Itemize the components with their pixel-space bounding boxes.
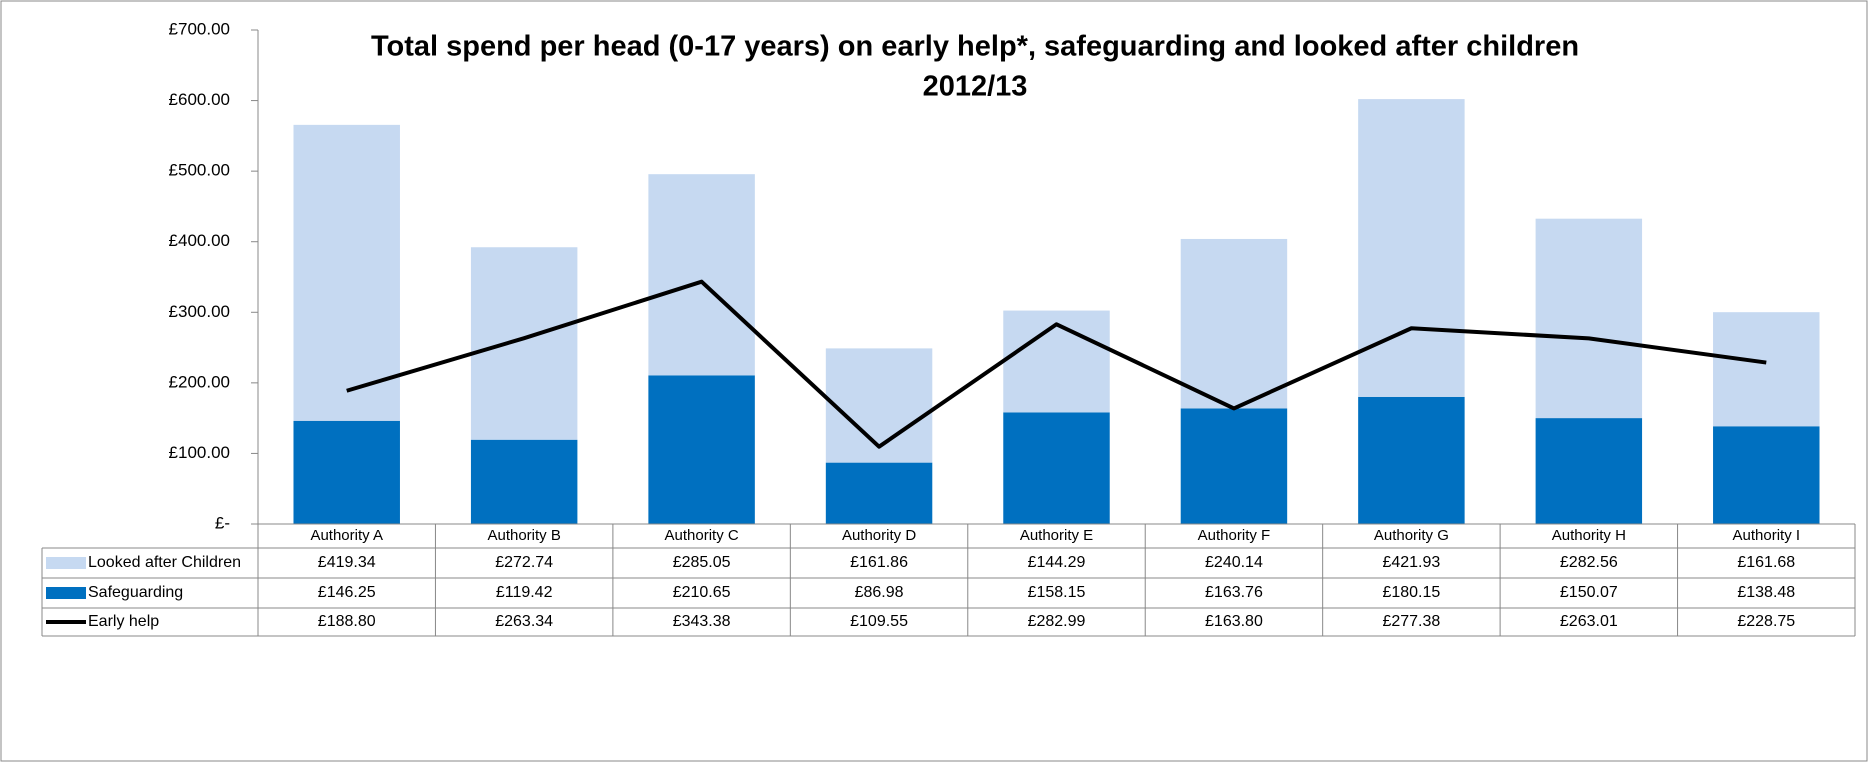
table-value: £272.74 [495,554,553,571]
bar-segment [1003,412,1110,524]
legend-swatch [46,587,86,599]
table-value: £210.65 [673,584,731,601]
table-value: £285.05 [673,554,731,571]
x-tick-label: Authority C [665,527,739,544]
table-value: £138.48 [1737,584,1795,601]
table-value: £228.75 [1737,613,1795,630]
x-tick-label: Authority B [487,527,560,544]
y-tick-label: £100.00 [169,443,230,462]
table-value: £180.15 [1382,584,1440,601]
y-tick-label: £300.00 [169,302,230,321]
x-tick-label: Authority I [1733,527,1801,544]
table-value: £163.76 [1205,584,1263,601]
bar-segment [1358,99,1465,397]
bar-segment [648,375,755,524]
y-tick-label: £600.00 [169,90,230,109]
x-tick-label: Authority A [310,527,383,544]
x-tick-label: Authority G [1374,527,1449,544]
table-value: £282.56 [1560,554,1618,571]
y-tick-label: £- [215,513,230,532]
x-tick-label: Authority D [842,527,916,544]
table-value: £109.55 [850,613,908,630]
bar-segment [293,124,400,421]
table-value: £86.98 [855,584,904,601]
table-value: £188.80 [318,613,376,630]
bar-segment [1713,426,1820,524]
bar-segment [1713,312,1820,427]
bar-segment [1535,218,1643,419]
table-value: £144.29 [1028,554,1086,571]
line-series [346,279,1767,449]
bar-segment [1180,238,1288,409]
table-value: £343.38 [673,613,731,630]
chart-title: Total spend per head (0-17 years) on ear… [371,31,1579,63]
table-value: £282.99 [1028,613,1086,630]
bar-segment [470,247,578,440]
y-tick-label: £700.00 [169,19,230,38]
table-value: £277.38 [1382,613,1440,630]
chart-title: 2012/13 [923,71,1028,103]
table-value: £263.01 [1560,613,1618,630]
bar-segment [1358,396,1465,524]
bar-segment [648,174,755,376]
legend-swatch [46,557,86,569]
x-tick-label: Authority H [1552,527,1626,544]
table-value: £240.14 [1205,554,1263,571]
table-value: £158.15 [1028,584,1086,601]
bar-segment [825,462,933,524]
bar-segment [825,348,933,463]
table-value: £150.07 [1560,584,1618,601]
table-value: £421.93 [1382,554,1440,571]
y-tick-label: £400.00 [169,231,230,250]
bar-segment [1003,310,1110,413]
bar-segment [470,439,578,524]
x-tick-label: Authority F [1198,527,1271,544]
legend-label: Looked after Children [88,554,241,571]
table-value: £161.68 [1737,554,1795,571]
legend-label: Early help [88,613,159,630]
bar-segment [1180,408,1288,524]
table-value: £161.86 [850,554,908,571]
x-tick-label: Authority E [1020,527,1093,544]
bar-segment [1535,418,1643,524]
legend-label: Safeguarding [88,584,183,601]
y-tick-label: £200.00 [169,372,230,391]
table-value: £146.25 [318,584,376,601]
table-value: £119.42 [496,584,553,601]
table-value: £419.34 [318,554,376,571]
bar-segment [293,420,400,524]
table-value: £263.34 [495,613,553,630]
y-tick-label: £500.00 [169,161,230,180]
table-value: £163.80 [1205,613,1263,630]
